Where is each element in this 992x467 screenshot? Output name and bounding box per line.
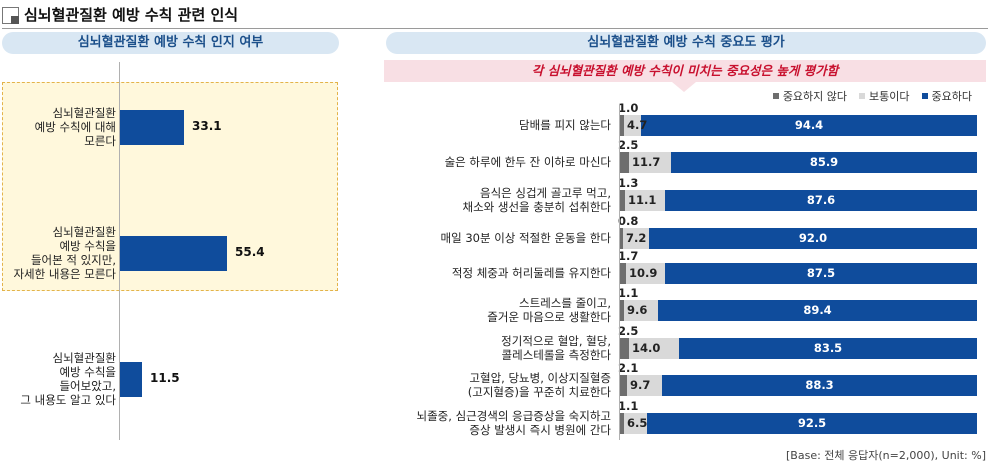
awareness-bar (120, 236, 227, 271)
bar-segment-important (649, 228, 977, 249)
legend-item: 중요하지 않다 (772, 88, 848, 104)
not-important-value-label: 2.1 (618, 361, 639, 375)
neutral-value-label: 14.0 (632, 341, 661, 355)
importance-category-label: 정기적으로 혈압, 혈당, 콜레스테롤을 측정한다 (501, 334, 611, 362)
bar-segment-important (662, 375, 977, 396)
bar-segment-neutral (627, 375, 662, 396)
neutral-value-label: 9.6 (627, 303, 648, 317)
page-header: 심뇌혈관질환 예방 수칙 관련 인식 (2, 4, 988, 29)
importance-category-label: 담배를 피지 않는다 (519, 118, 611, 132)
left-chart-title: 심뇌혈관질환 예방 수칙 인지 여부 (2, 32, 339, 54)
bar-segment-neutral (623, 228, 649, 249)
importance-category-label: 뇌졸중, 심근경색의 응급증상을 숙지하고 증상 발생시 즉시 병원에 간다 (416, 409, 611, 437)
bar-segment-important (671, 152, 977, 173)
importance-legend: 중요하지 않다 보통이다 중요하다 (772, 88, 972, 104)
importance-category-label: 적정 체중과 허리둘레를 유지한다 (451, 266, 611, 280)
left-chart-axis (119, 62, 120, 440)
awareness-category-label: 심뇌혈관질환 예방 수칙을 들어본 적 있지만, 자세한 내용은 모른다 (13, 225, 116, 281)
legend-swatch (859, 93, 866, 99)
legend-swatch (772, 93, 779, 99)
bar-segment-important (679, 338, 977, 359)
bar-segment-neutral (629, 152, 671, 173)
bar-segment-not-important (620, 413, 624, 434)
awareness-value-label: 33.1 (192, 119, 222, 133)
neutral-value-label: 9.7 (630, 378, 651, 392)
bar-segment-neutral (624, 115, 641, 136)
important-value-label: 89.4 (803, 303, 832, 317)
important-value-label: 88.3 (805, 378, 834, 392)
title-square-icon (2, 7, 19, 24)
important-value-label: 87.6 (806, 193, 836, 207)
neutral-value-label: 7.2 (626, 231, 647, 245)
not-important-value-label: 1.3 (618, 176, 639, 190)
legend-item: 보통이다 (859, 88, 910, 104)
bar-segment-neutral (624, 413, 647, 434)
bar-segment-not-important (620, 152, 629, 173)
importance-category-label: 음식은 싱겁게 골고루 먹고, 채소와 생선을 충분히 섭취한다 (462, 186, 611, 214)
bar-segment-important (647, 413, 977, 434)
bar-segment-neutral (629, 338, 679, 359)
bar-segment-important (665, 190, 977, 211)
not-important-value-label: 1.7 (618, 249, 639, 263)
importance-category-label: 매일 30분 이상 적절한 운동을 한다 (440, 231, 611, 245)
awareness-bar (120, 362, 142, 397)
bar-segment-important (665, 263, 977, 284)
not-important-value-label: 2.5 (618, 324, 639, 338)
neutral-value-label: 11.1 (628, 193, 657, 207)
important-value-label: 92.5 (797, 416, 827, 430)
importance-annotation: 각 심뇌혈관질환 예방 수칙이 미치는 중요성은 높게 평가함 (384, 60, 986, 82)
neutral-value-label: 4.7 (627, 118, 648, 132)
awareness-value-label: 11.5 (150, 371, 180, 385)
awareness-category-label: 심뇌혈관질환 예방 수칙을 들어보았고, 그 내용도 알고 있다 (20, 351, 116, 407)
neutral-value-label: 6.5 (627, 416, 648, 430)
annotation-pointer (672, 82, 696, 92)
bar-segment-important (641, 115, 977, 136)
legend-item: 중요하다 (921, 88, 972, 104)
bar-segment-not-important (620, 115, 624, 136)
legend-label: 중요하다 (931, 90, 972, 103)
important-value-label: 85.9 (809, 155, 839, 169)
important-value-label: 92.0 (798, 231, 828, 245)
bar-segment-not-important (620, 338, 629, 359)
not-important-value-label: 1.1 (618, 286, 639, 300)
legend-swatch (921, 93, 928, 99)
neutral-value-label: 10.9 (629, 266, 658, 280)
not-important-value-label: 0.8 (618, 214, 639, 228)
bar-segment-not-important (620, 263, 626, 284)
bar-segment-neutral (624, 300, 658, 321)
important-value-label: 87.5 (806, 266, 836, 280)
bar-segment-not-important (620, 228, 623, 249)
not-important-value-label: 1.1 (618, 399, 639, 413)
base-note: [Base: 전체 응답자(n=2,000), Unit: %] (786, 449, 986, 462)
neutral-value-label: 11.7 (632, 155, 661, 169)
bar-segment-neutral (625, 190, 665, 211)
not-important-value-label: 1.0 (618, 101, 639, 115)
legend-label: 보통이다 (869, 90, 910, 103)
title-divider (2, 28, 988, 29)
important-value-label: 94.4 (794, 118, 824, 132)
not-important-value-label: 2.5 (618, 138, 639, 152)
importance-category-label: 스트레스를 줄이고, 즐거운 마음으로 생활한다 (487, 296, 611, 324)
bar-segment-neutral (626, 263, 665, 284)
importance-category-label: 술은 하루에 한두 잔 이하로 마신다 (444, 155, 611, 169)
important-value-label: 83.5 (813, 341, 843, 355)
awareness-category-label: 심뇌혈관질환 예방 수칙에 대해 모른다 (34, 106, 116, 148)
awareness-bar (120, 110, 184, 145)
bar-segment-not-important (620, 190, 625, 211)
bar-segment-important (658, 300, 977, 321)
right-chart-title: 심뇌혈관질환 예방 수칙 중요도 평가 (386, 32, 986, 54)
page-title: 심뇌혈관질환 예방 수칙 관련 인식 (24, 6, 239, 24)
legend-label: 중요하지 않다 (782, 90, 848, 103)
awareness-value-label: 55.4 (235, 245, 265, 259)
bar-segment-not-important (620, 375, 627, 396)
bar-segment-not-important (620, 300, 624, 321)
right-chart-axis (619, 104, 620, 440)
importance-category-label: 고혈압, 당뇨병, 이상지질혈증 (고지혈증)을 꾸준히 치료한다 (467, 371, 611, 399)
